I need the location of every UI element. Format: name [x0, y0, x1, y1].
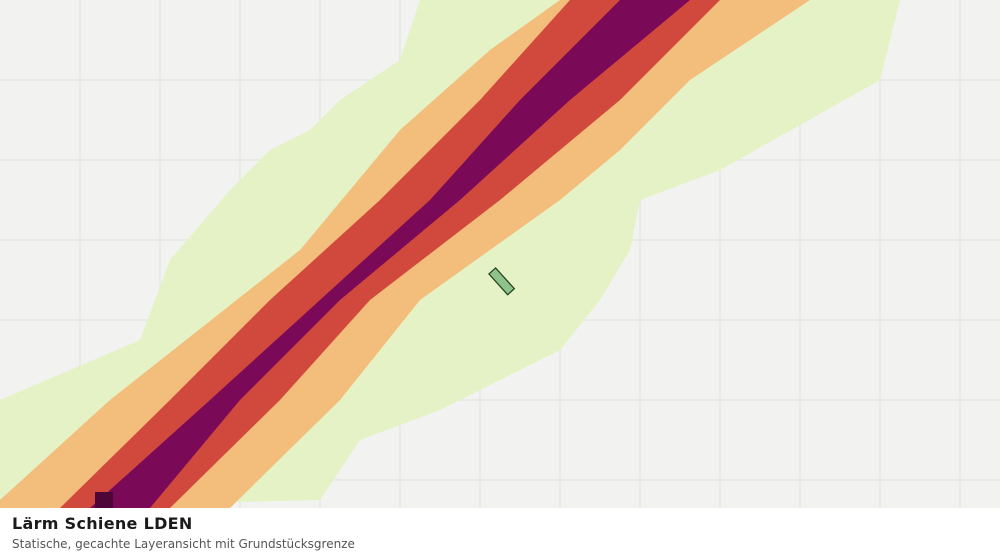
noise-zone-very-high [90, 0, 690, 508]
map-canvas [0, 0, 1000, 508]
parcel-boundary [488, 267, 516, 296]
noise-zone-peak [95, 492, 113, 508]
caption-bar: Lärm Schiene LDEN Statische, gecachte La… [0, 508, 1000, 560]
layer-title: Lärm Schiene LDEN [12, 514, 193, 533]
layer-subtitle: Statische, gecachte Layeransicht mit Gru… [12, 537, 355, 551]
